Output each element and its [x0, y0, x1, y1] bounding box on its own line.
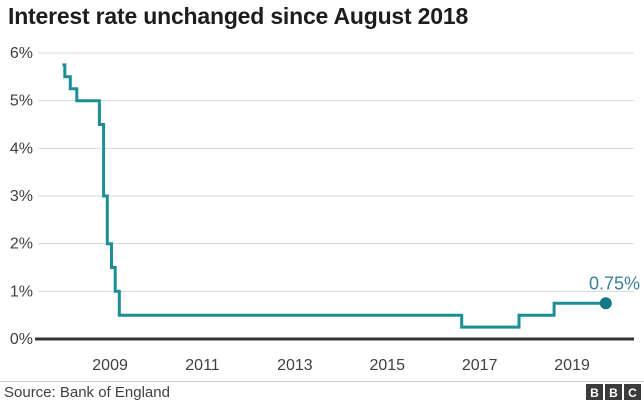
- bbc-logo-letter-b1: B: [586, 384, 603, 400]
- bbc-logo-letter-c: C: [624, 384, 641, 400]
- footer: Source: Bank of England B B C: [0, 381, 644, 400]
- x-tick-label: 2019: [554, 357, 590, 374]
- end-point-dot: [599, 297, 612, 310]
- y-tick-label: 4%: [10, 140, 33, 157]
- y-tick-label: 1%: [10, 283, 33, 300]
- end-value-label: 0.75%: [589, 273, 640, 293]
- rate-line: [62, 63, 606, 329]
- x-tick-label: 2015: [369, 357, 405, 374]
- y-tick-label: 0%: [10, 331, 33, 348]
- y-tick-label: 2%: [10, 236, 33, 253]
- x-tick-label: 2009: [92, 357, 128, 374]
- x-tick-label: 2017: [462, 357, 498, 374]
- chart-title: Interest rate unchanged since August 201…: [8, 3, 469, 29]
- x-tick-label: 2011: [185, 357, 220, 374]
- interest-rate-line-chart: 0% 1% 2% 3% 4% 5% 6% 2009 2011 2013 2015 2017 2019 0.…: [10, 45, 640, 374]
- y-tick-label: 6%: [10, 45, 33, 62]
- x-tick-label: 2013: [277, 357, 313, 374]
- bbc-logo: B B C: [586, 384, 641, 400]
- y-tick-label: 5%: [10, 93, 33, 110]
- source-label: Source: Bank of England: [4, 384, 170, 400]
- bbc-logo-letter-b2: B: [605, 384, 622, 400]
- y-tick-label: 3%: [10, 188, 33, 205]
